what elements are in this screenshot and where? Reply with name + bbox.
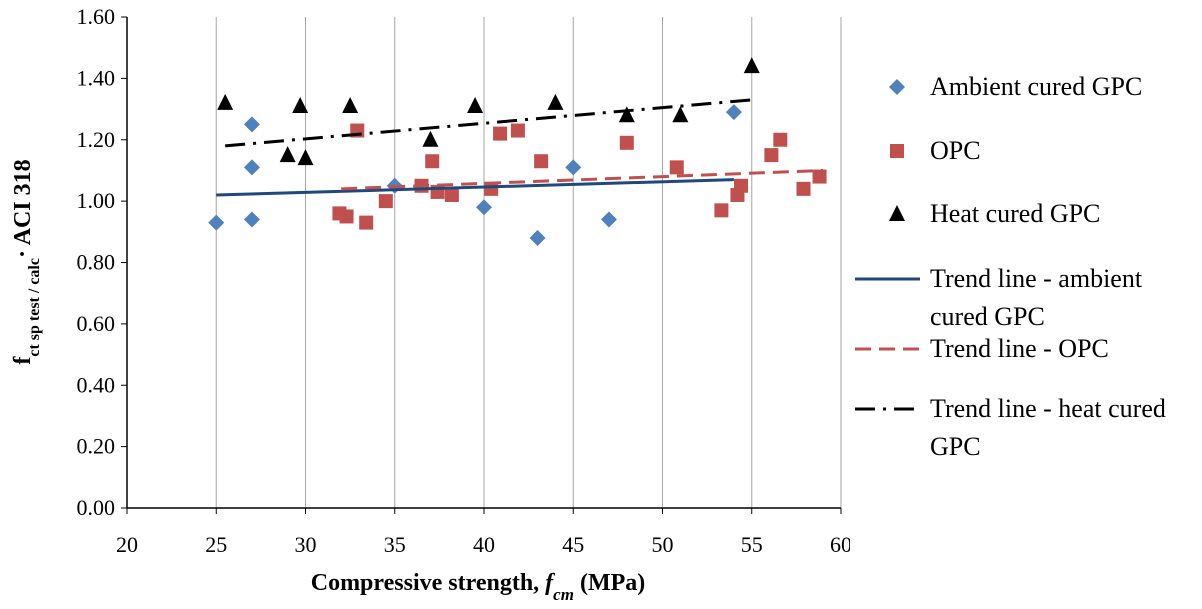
x-title-symbol: f [545,570,555,596]
x-axis-title: Compressive strength, fcm (MPa) [311,570,646,604]
x-title-subscript: cm [553,585,574,604]
x-tick-label: 45 [562,532,584,557]
legend-label: Trend line - OPC [930,334,1109,363]
triangle-marker [217,93,234,110]
triangle-marker [672,106,689,123]
y-tick-label: 1.60 [77,4,116,29]
triangle-marker [297,149,314,166]
square-marker [339,209,354,224]
legend-item: OPC [850,132,1195,170]
square-marker [764,148,779,163]
x-tick-label: 30 [295,532,317,557]
square-marker [359,215,374,230]
diamond-marker [243,159,260,176]
x-tick-label: 40 [473,532,495,557]
legend-swatch [890,144,904,158]
trend-line [216,178,734,197]
legend-swatch [855,347,920,351]
diamond-marker [565,159,582,176]
triangle-marker [889,205,905,221]
square-marker [714,203,729,218]
x-tick-label: 60 [830,532,850,557]
diamond-marker [243,211,260,228]
y-tick-label: 0.80 [77,250,116,275]
triangle-marker [279,146,296,163]
x-tick-label: 55 [741,532,763,557]
square-marker [734,178,749,193]
legend-swatch [855,407,920,411]
triangle-marker [292,96,309,113]
triangle-marker [467,96,484,113]
y-title-symbol: f [10,356,36,365]
square-marker [773,132,788,147]
x-title-unit: (MPa) [574,570,645,596]
square-marker [510,123,525,138]
x-tick-label: 20 [116,532,138,557]
y-tick-label: 0.60 [77,311,116,336]
legend-swatch [889,205,905,221]
triangle-marker [342,96,359,113]
square-marker [444,187,459,202]
diamond-marker [529,229,546,246]
triangle-marker [618,106,635,123]
square-marker [378,194,393,209]
x-tick-label: 35 [384,532,406,557]
legend-item: Heat cured GPC [850,195,1195,233]
y-tick-label: 1.20 [77,127,116,152]
square-marker [425,154,440,169]
legend-label: Ambient cured GPC [930,72,1143,101]
diamond-marker [243,116,260,133]
square-marker [796,181,811,196]
y-title-rest: · ACI 318 [10,159,36,258]
square-marker [493,126,508,141]
square-marker [534,154,549,169]
diamond-marker [725,104,742,121]
legend-item: Trend line - ambient cured GPC [850,260,1195,336]
trend-line [341,168,824,191]
square-marker [890,144,904,158]
diamond-marker [600,211,617,228]
legend-item: Trend line - heat cured GPC [850,390,1195,466]
chart: Compressive strength, fcm (MPa) fct sp t… [10,4,850,604]
square-marker [619,135,634,150]
diamond-marker [208,214,225,231]
legend-item: Trend line - OPC [850,330,1195,368]
legend-swatch [855,277,920,281]
legend-item: Ambient cured GPC [850,68,1195,106]
diamond-marker [889,79,905,95]
legend-label: Trend line - heat cured GPC [930,394,1166,461]
y-axis-title: fct sp test / calc· ACI 318 [10,159,43,364]
x-tick-label: 25 [205,532,227,557]
y-tick-label: 0.20 [77,434,116,459]
y-tick-label: 0.00 [77,495,116,520]
square-marker [669,160,684,175]
legend-label: Trend line - ambient cured GPC [930,264,1143,331]
triangle-marker [547,93,564,110]
x-tick-label: 50 [652,532,674,557]
legend-label: Heat cured GPC [930,199,1101,228]
y-tick-label: 1.40 [77,65,116,90]
trend-line [225,98,752,148]
diamond-marker [476,199,492,216]
y-tick-label: 0.40 [77,372,116,397]
x-title-text: Compressive strength, [311,570,545,596]
legend-label: OPC [930,136,981,165]
y-title-subscript: ct sp test / calc [26,258,43,357]
triangle-marker [422,130,439,147]
legend-swatch [889,79,905,95]
triangle-marker [743,57,760,74]
square-marker [812,169,827,184]
y-tick-label: 1.00 [77,188,116,213]
